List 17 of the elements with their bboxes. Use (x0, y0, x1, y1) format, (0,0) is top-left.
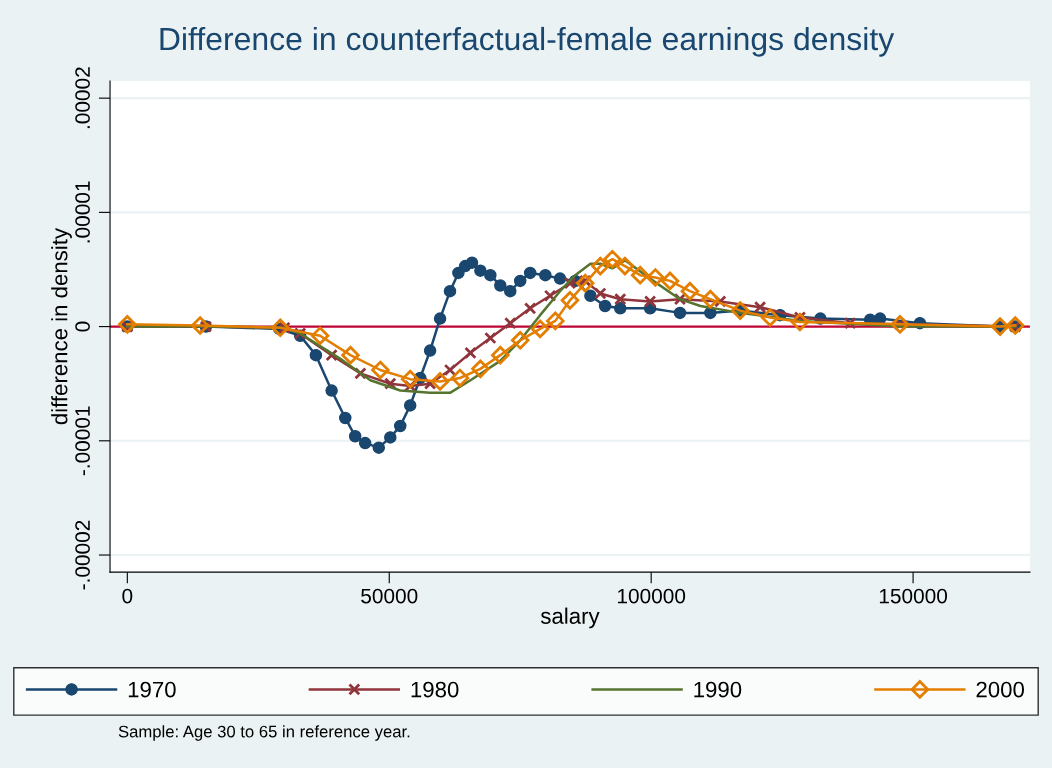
legend-label: 1970 (128, 681, 176, 698)
legend-label: 1990 (694, 681, 742, 698)
y-tick-label: -.00001 (75, 406, 90, 476)
y-tick-label: -.00002 (75, 520, 90, 590)
chart-title: Difference in counterfactual-female earnings density (160, 26, 895, 57)
text: Sample: Age 30 to 65 in reference year. (118, 725, 410, 741)
legend-label: 1980 (411, 681, 459, 698)
x-tick-label: 150000 (879, 588, 948, 604)
x-tick-label: 50000 (361, 588, 418, 604)
y-tick-label: .00001 (75, 181, 90, 243)
y-tick-label: .00002 (75, 67, 90, 129)
y-tick-label: 0 (75, 321, 90, 332)
y-axis-title: difference in density (51, 228, 72, 425)
x-tick-label: 0 (122, 588, 133, 604)
legend-label: 2000 (976, 681, 1024, 698)
x-axis-title: salary (540, 607, 600, 629)
x-tick-label: 100000 (618, 588, 686, 604)
